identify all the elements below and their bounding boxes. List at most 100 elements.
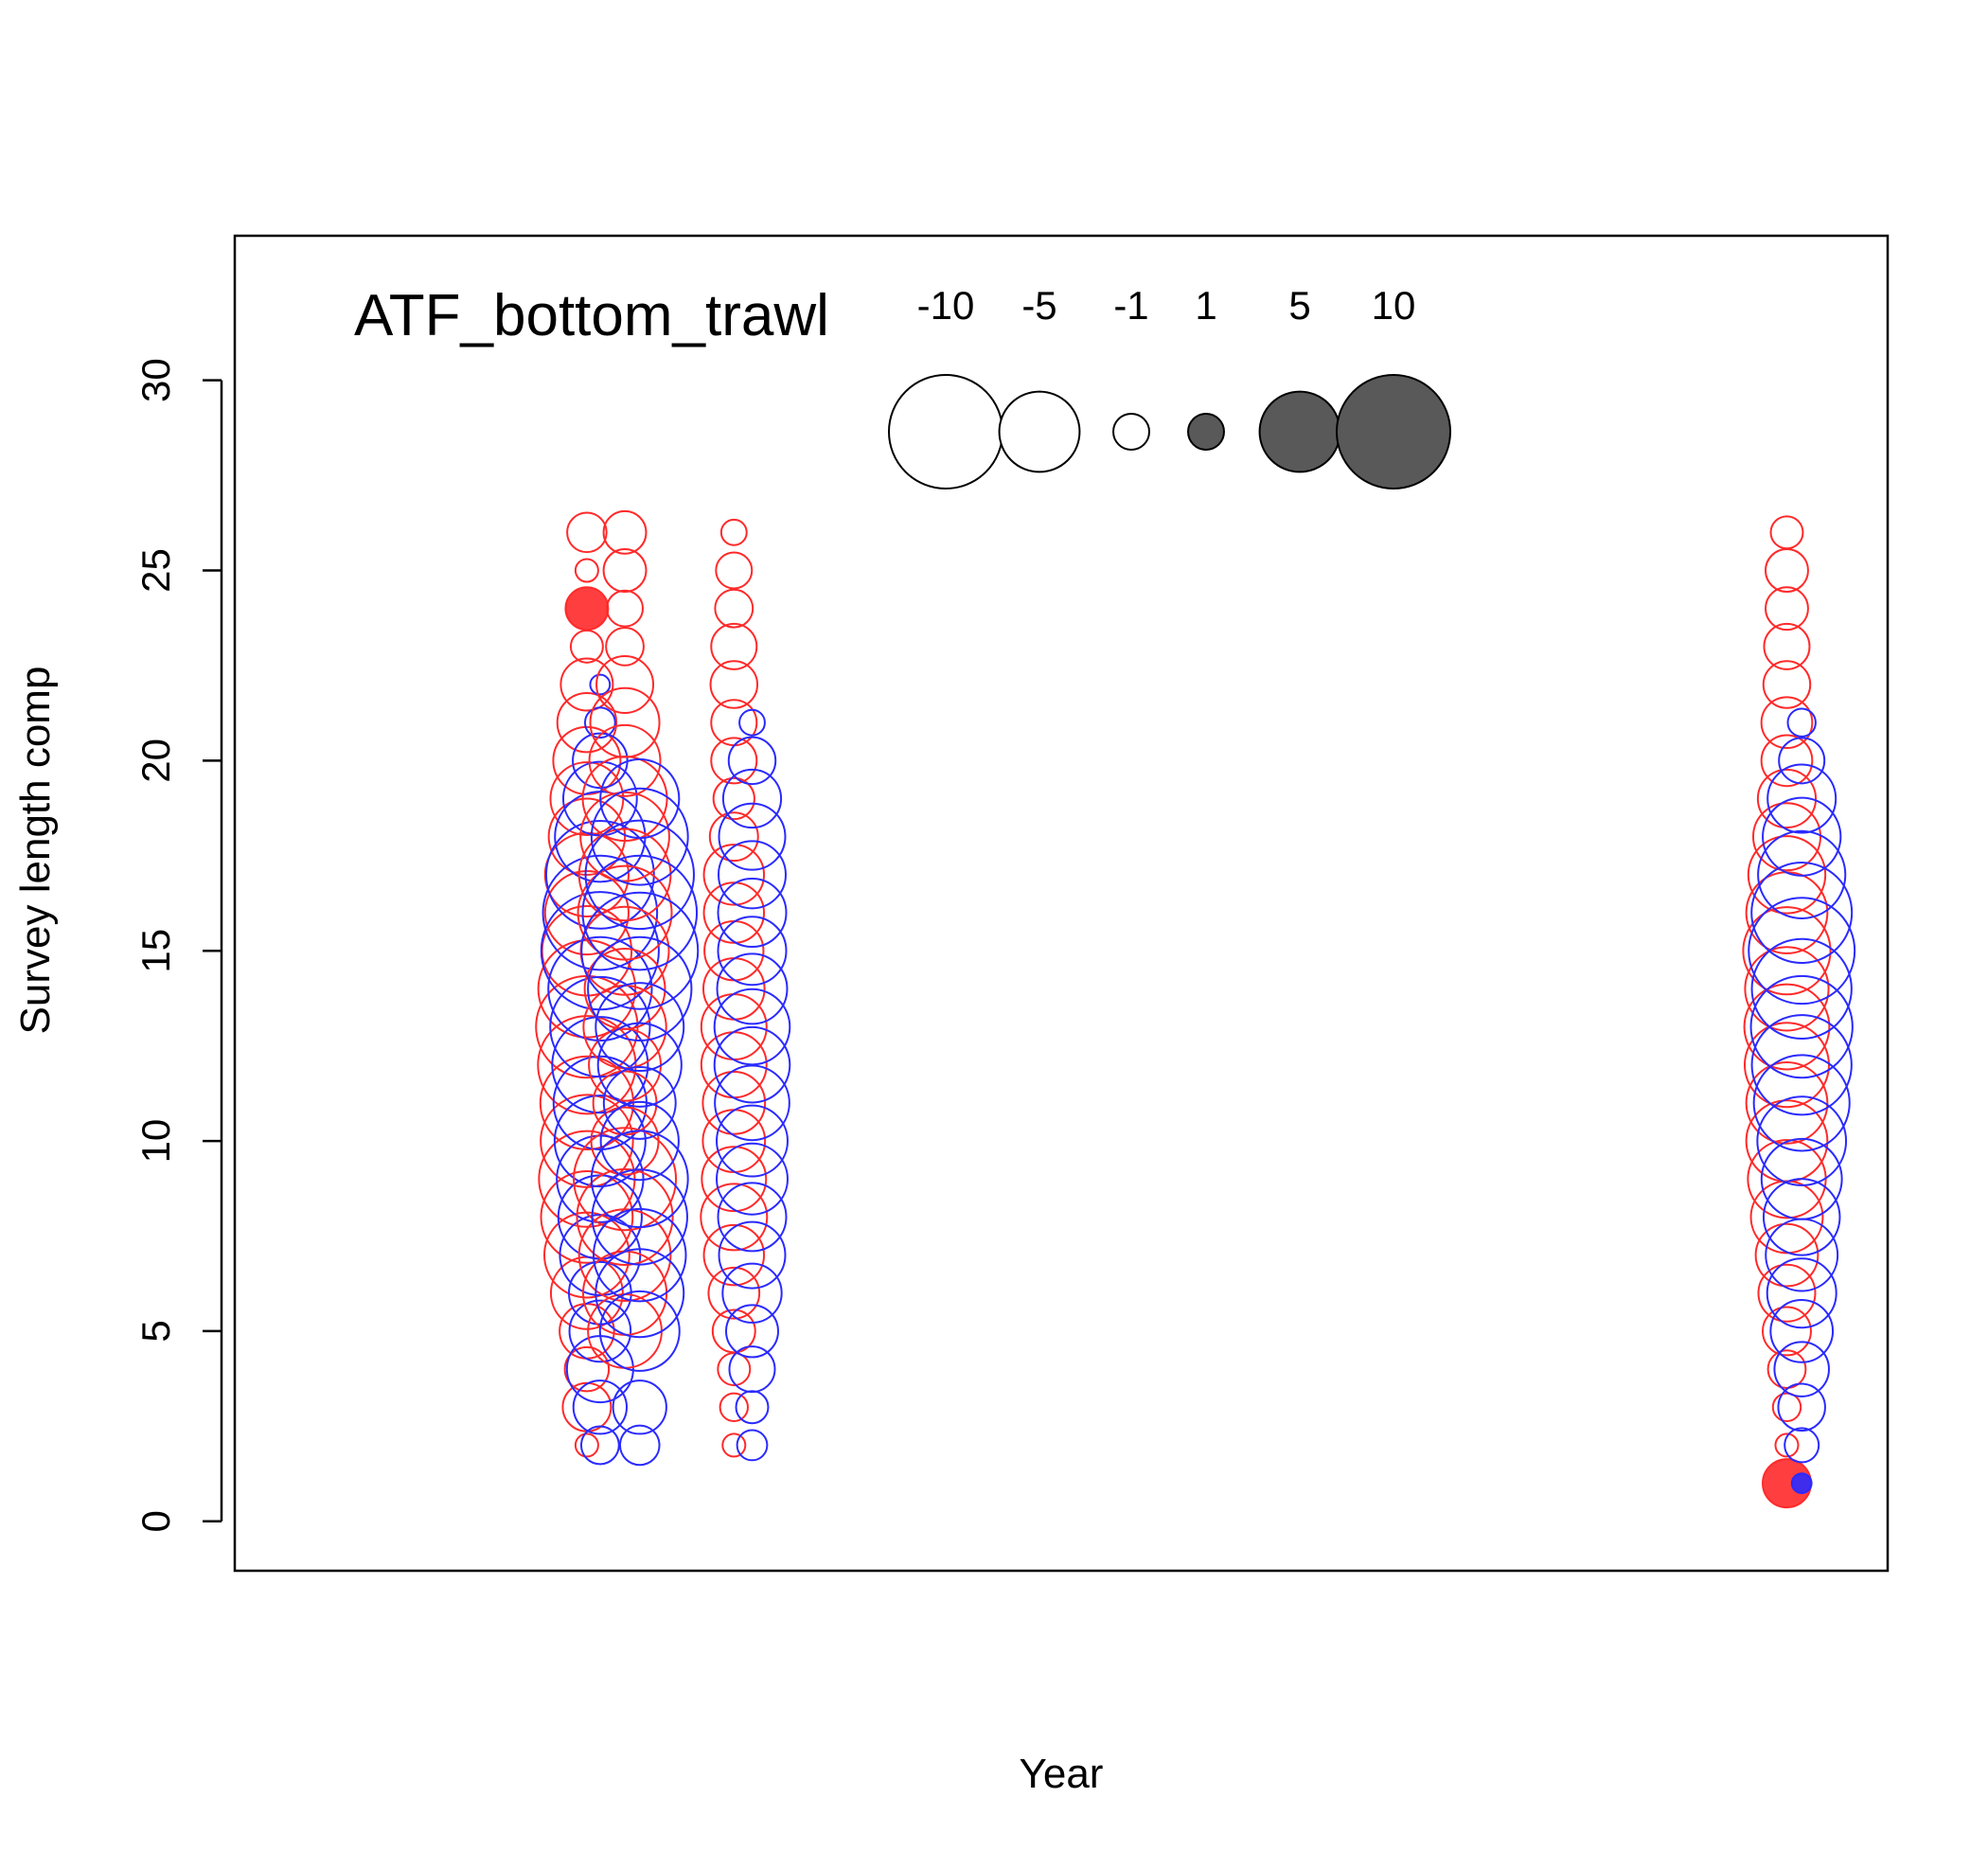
bubble-point (1784, 1427, 1820, 1464)
bubble-point (568, 1299, 632, 1363)
bubble-point (577, 864, 673, 961)
bubble-point (591, 1168, 688, 1266)
bubble-point (581, 854, 699, 971)
y-tick-label: 5 (133, 1320, 178, 1342)
bubble-point (700, 1183, 769, 1252)
bubble-point (701, 1071, 767, 1135)
bubble-point (712, 776, 755, 821)
bubble-point (588, 723, 662, 797)
bubble-point (1765, 586, 1809, 632)
bubble-point (583, 706, 616, 739)
bubble-point (725, 1304, 779, 1359)
bubble-point (599, 1100, 680, 1182)
bubble-point (563, 1345, 611, 1393)
bubble-point (543, 869, 630, 956)
bubble-point (541, 854, 659, 971)
bubble-layer (535, 509, 1856, 1509)
bubble-point (576, 1167, 674, 1266)
bubble-point (602, 509, 648, 555)
bubble-point (1747, 835, 1827, 915)
bubble-point (713, 1025, 791, 1104)
bubble-point (540, 1170, 634, 1264)
bubble-point (1766, 763, 1837, 834)
bubble-point (735, 1390, 770, 1425)
bubble-point (702, 844, 766, 906)
bubble-point (551, 1016, 649, 1114)
bubble-point (556, 692, 618, 754)
bubble-point (736, 1429, 769, 1462)
legend-bubble (888, 374, 1003, 489)
bubble-point (1769, 515, 1804, 550)
legend-label: -10 (917, 283, 975, 328)
bubble-point (598, 1290, 681, 1372)
bubble-point (1742, 906, 1832, 996)
bubble-point (602, 548, 648, 593)
bubble-point (713, 988, 791, 1066)
bubble-point (559, 657, 614, 712)
bubble-point (718, 1220, 787, 1290)
bubble-point (1748, 897, 1856, 1006)
bubble-point (1774, 1433, 1800, 1458)
bubble-point (1743, 1022, 1830, 1109)
bubble-point (589, 686, 661, 758)
bubble-point (1766, 1257, 1837, 1329)
bubble-point (717, 1352, 752, 1387)
bubble-point (618, 1424, 661, 1467)
bubble-point (537, 1015, 637, 1115)
bubble-point (1757, 829, 1847, 919)
bubble-size-legend: -10 -5 -1 1 5 10 (888, 283, 1451, 489)
bubble-point (584, 819, 696, 931)
bubble-point (1762, 1306, 1812, 1357)
legend-label: -1 (1113, 283, 1148, 328)
bubble-point (717, 1182, 788, 1253)
x-axis-label: Year (1020, 1751, 1104, 1797)
bubble-point (702, 881, 766, 944)
bubble-point (566, 511, 608, 554)
bubble-point (1756, 1095, 1848, 1186)
legend-bubble (1258, 390, 1341, 473)
bubble-point (553, 1095, 647, 1188)
bubble-point (544, 819, 655, 930)
legend-bubble (998, 390, 1081, 473)
bubble-point (595, 1248, 685, 1339)
bubble-point (1757, 1263, 1817, 1323)
bubble-point (579, 1425, 620, 1466)
bubble-point (574, 1433, 599, 1458)
bubble-point (564, 586, 610, 632)
bubble-point (574, 558, 599, 583)
bubble-point (718, 802, 787, 871)
bubble-point (716, 1104, 789, 1178)
bubble-point (1756, 768, 1818, 829)
bubble-point (1743, 983, 1831, 1071)
bubble-point (710, 622, 758, 670)
bubble-point (1769, 1299, 1835, 1363)
legend-bubble (1112, 413, 1150, 451)
bubble-point (612, 1379, 667, 1435)
legend-label: 10 (1372, 283, 1416, 328)
bubble-point (580, 891, 700, 1010)
plot-frame (233, 234, 1890, 1573)
bubble-point (547, 797, 627, 876)
bubble-point (714, 588, 754, 629)
bubble-point (701, 1109, 767, 1173)
bubble-point (587, 935, 693, 1042)
bubble-point (707, 1266, 761, 1320)
bubble-point (738, 708, 766, 737)
bubble-point (573, 1127, 678, 1232)
bubble-point (602, 1065, 677, 1140)
y-tick-label: 30 (133, 358, 178, 402)
legend-label: -5 (1021, 283, 1056, 328)
bubble-point (579, 791, 670, 882)
bubble-point (710, 737, 758, 785)
bubble-point (1771, 1392, 1802, 1422)
bubble-point (1750, 937, 1853, 1041)
bubble-point (717, 916, 788, 987)
legend-bubble (1187, 413, 1225, 451)
bubble-point (577, 1208, 672, 1302)
bubble-point (559, 1214, 642, 1297)
y-axis: 0 5 10 15 20 25 30 (133, 358, 223, 1532)
bubble-point (715, 551, 754, 590)
bubble-point (719, 518, 748, 546)
